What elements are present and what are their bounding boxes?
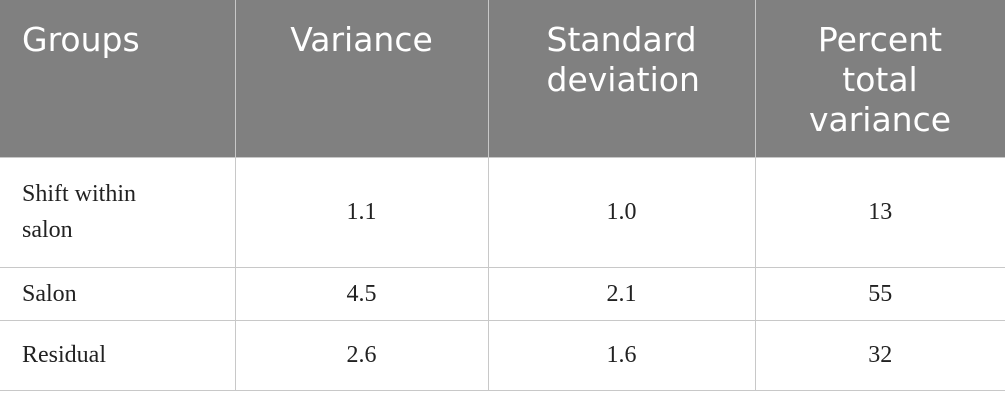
cell: 2.6 — [234, 319, 489, 391]
header-cell: Groups — [0, 0, 236, 157]
table-row: Residual 2.6 1.6 32 — [0, 319, 1005, 391]
cell: 32 — [754, 319, 1005, 391]
cell: Shift within salon — [0, 156, 236, 268]
header-cell: Variance — [235, 0, 489, 157]
header-row: Groups Variance Standard deviation Perce… — [0, 0, 1005, 157]
cell: 1.1 — [234, 156, 489, 268]
cell: 13 — [754, 156, 1005, 268]
cell: 1.0 — [487, 156, 756, 268]
cell: 2.1 — [487, 266, 756, 321]
cell: 55 — [754, 266, 1005, 321]
cell: Salon — [0, 266, 236, 321]
cell: Residual — [0, 319, 236, 391]
data-table: Groups Variance Standard deviation Perce… — [0, 0, 1005, 391]
table-row: Salon 4.5 2.1 55 — [0, 266, 1005, 321]
cell: 4.5 — [234, 266, 489, 321]
cell: 1.6 — [487, 319, 756, 391]
header-cell: Percent total variance — [755, 0, 1005, 157]
header-text: Percent total variance — [808, 20, 952, 139]
header-cell: Standard deviation — [488, 0, 756, 157]
cell-text: Shift within salon — [22, 181, 137, 243]
header-text: Standard deviation — [546, 20, 700, 99]
table-row: Shift within salon 1.1 1.0 13 — [0, 156, 1005, 268]
